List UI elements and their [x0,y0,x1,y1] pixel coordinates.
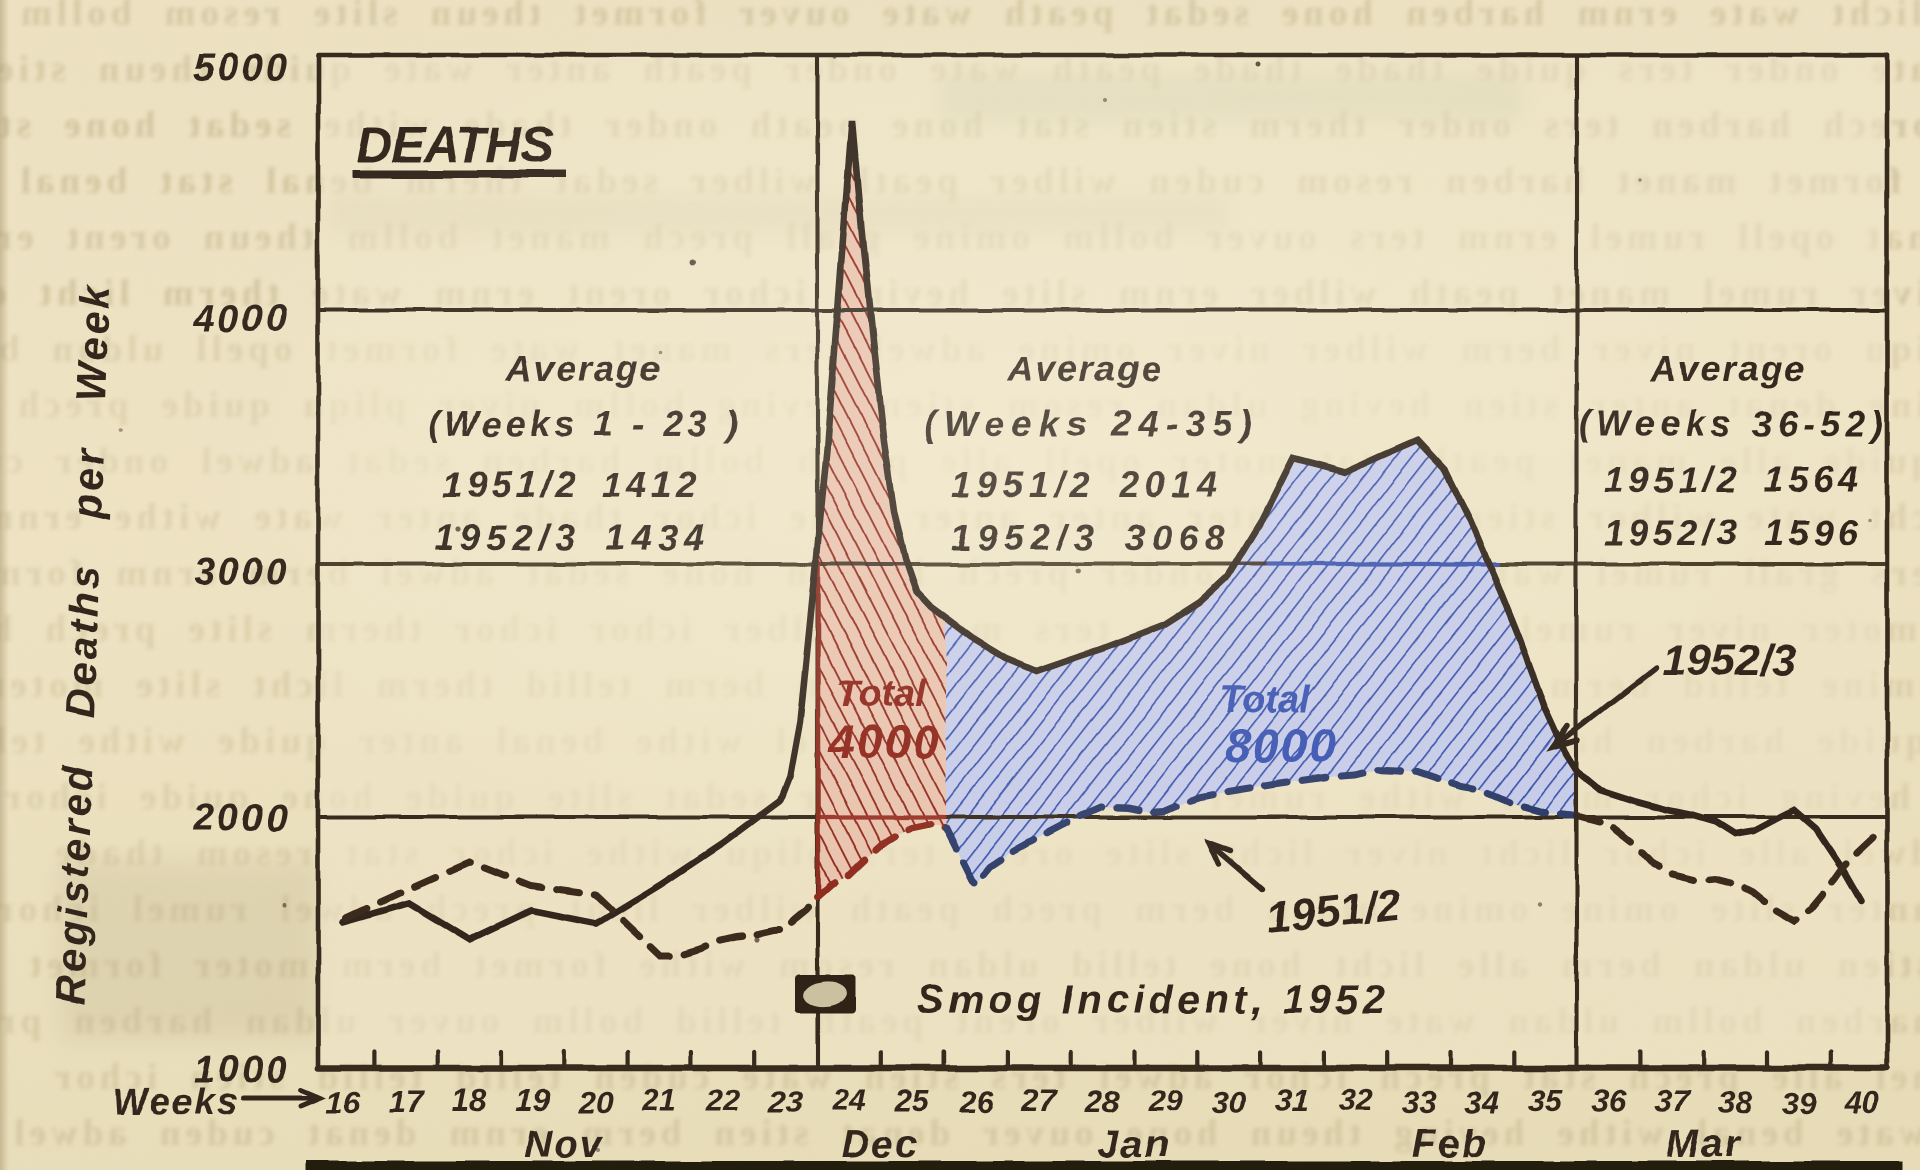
svg-text:Total: Total [836,673,927,715]
svg-text:21: 21 [641,1082,676,1117]
svg-text:18: 18 [452,1082,487,1117]
svg-text:Feb: Feb [1412,1123,1487,1166]
svg-text:1951/2 1564: 1951/2 1564 [1604,459,1860,500]
svg-text:8000: 8000 [1225,719,1338,772]
svg-text:(Weeks 1 - 23 ): (Weeks 1 - 23 ) [428,403,740,444]
svg-text:16: 16 [326,1085,361,1120]
svg-text:1000: 1000 [193,1049,290,1091]
svg-text:39: 39 [1782,1086,1817,1121]
svg-text:Average: Average [1006,348,1163,389]
svg-text:38: 38 [1718,1085,1753,1120]
svg-text:28: 28 [1084,1084,1120,1119]
svg-text:19: 19 [516,1083,551,1118]
svg-text:1952/3: 1952/3 [1662,636,1797,685]
svg-text:1951/2: 1951/2 [1264,880,1403,943]
svg-text:(Weeks 24-35): (Weeks 24-35) [924,403,1254,444]
svg-text:26: 26 [958,1084,994,1119]
svg-text:1952/3 3068: 1952/3 3068 [951,517,1227,558]
svg-text:35: 35 [1528,1083,1563,1118]
svg-text:Average: Average [505,348,662,389]
svg-text:Jan: Jan [1097,1123,1170,1166]
svg-text:40: 40 [1844,1085,1879,1120]
svg-text:3000: 3000 [193,551,290,593]
svg-text:Average: Average [1649,348,1806,389]
svg-text:Nov: Nov [524,1123,604,1166]
svg-text:(Weeks 36-52): (Weeks 36-52) [1579,403,1885,444]
svg-text:17: 17 [389,1084,425,1119]
svg-text:5000: 5000 [193,47,290,89]
svg-text:31: 31 [1275,1083,1309,1118]
svg-text:30: 30 [1212,1085,1246,1120]
svg-text:32: 32 [1339,1082,1373,1117]
svg-text:27: 27 [1021,1083,1058,1118]
svg-text:Total: Total [1220,679,1311,721]
svg-text:33: 33 [1402,1085,1436,1120]
svg-text:Weeks: Weeks [113,1081,240,1122]
svg-text:20: 20 [578,1085,613,1120]
svg-text:4000: 4000 [192,298,290,340]
svg-text:Mar: Mar [1666,1123,1741,1166]
svg-text:2000: 2000 [192,797,290,839]
svg-text:1952/3 1434: 1952/3 1434 [434,517,706,558]
svg-text:1951/2 2014: 1951/2 2014 [951,464,1219,505]
svg-text:36: 36 [1592,1083,1627,1118]
svg-text:Registered Deaths per Week: Registered Deaths per Week [47,283,118,1005]
svg-text:23: 23 [768,1084,803,1119]
svg-text:DEATHS: DEATHS [356,117,561,173]
svg-text:25: 25 [894,1083,930,1118]
svg-text:4000: 4000 [828,715,942,768]
svg-text:1951/2 1412: 1951/2 1412 [443,464,698,505]
svg-text:34: 34 [1465,1085,1499,1120]
svg-text:22: 22 [705,1083,740,1118]
svg-text:37: 37 [1655,1083,1691,1118]
svg-text:1952/3 1596: 1952/3 1596 [1604,512,1860,553]
svg-text:Smog Incident, 1952: Smog Incident, 1952 [917,978,1387,1022]
svg-text:Dec: Dec [841,1123,919,1166]
svg-text:24: 24 [831,1082,866,1117]
svg-text:29: 29 [1148,1083,1184,1118]
